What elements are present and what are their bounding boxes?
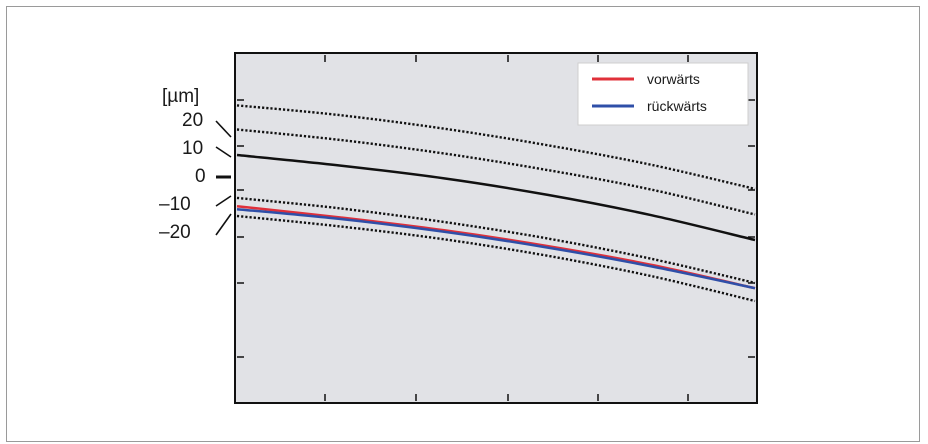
- scale-leader-1: [215, 146, 232, 158]
- reference-lines: [236, 104, 756, 303]
- scale-leader-0: [215, 120, 232, 138]
- scale-label-2: 0: [195, 166, 206, 187]
- scale-leader-3: [215, 195, 232, 207]
- series-lines: [236, 204, 756, 290]
- scale-label-1: 10: [182, 138, 203, 159]
- y-unit-label: [µm]: [162, 86, 199, 107]
- reference-line-10: [236, 128, 756, 216]
- scale-label-0: 20: [182, 110, 203, 131]
- reference-line-0: [236, 153, 756, 242]
- legend-label-vorwaerts: vorwärts: [647, 71, 700, 87]
- legend-box: [577, 62, 749, 126]
- series-line-0: [236, 204, 756, 290]
- scale-leader-4: [215, 213, 232, 236]
- legend-label-rueckwaerts: rückwärts: [647, 98, 707, 114]
- series-line-1: [236, 207, 756, 290]
- scale-labels: 20 10 0–10 –20: [159, 110, 232, 243]
- scale-label-4: –20: [159, 222, 191, 243]
- reference-line-minus10: [236, 196, 756, 285]
- axis-ticks: [237, 55, 755, 401]
- scale-label-3: –10: [159, 194, 191, 215]
- legend: vorwärts rückwärts: [577, 62, 749, 126]
- reference-line-minus20: [236, 214, 756, 303]
- reference-line-20: [236, 104, 756, 191]
